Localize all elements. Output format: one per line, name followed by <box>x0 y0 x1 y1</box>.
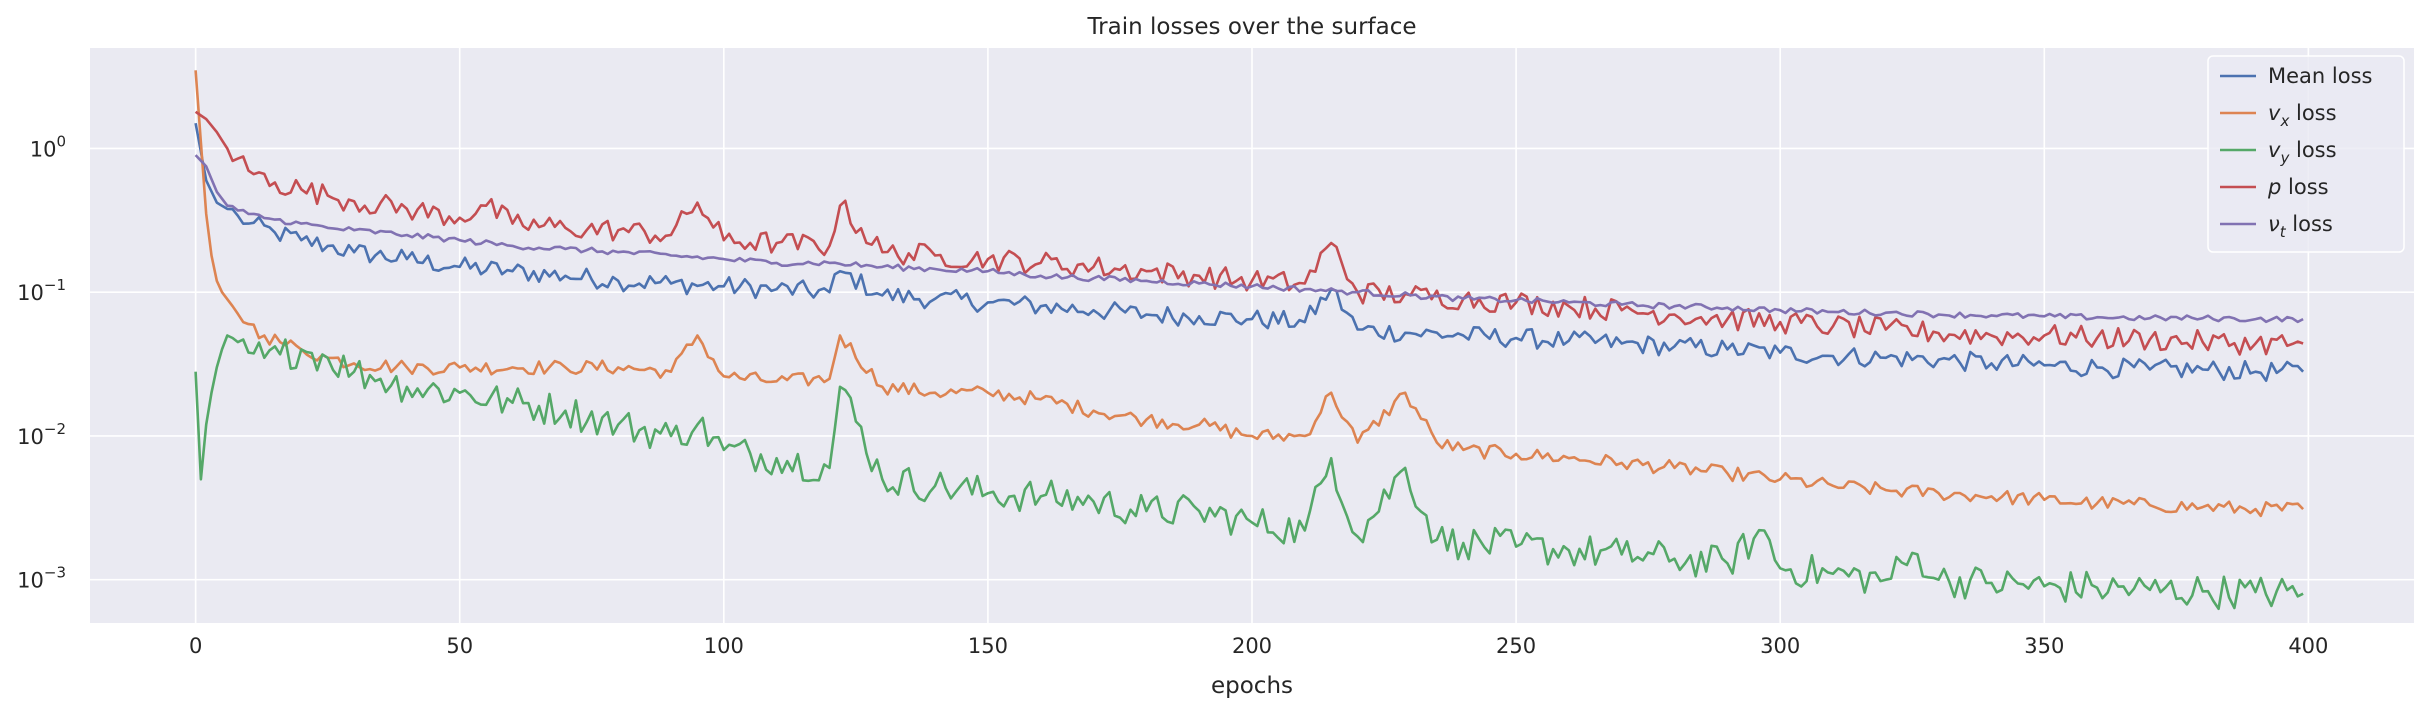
x-tick-label: 300 <box>1760 634 1800 658</box>
chart-title: Train losses over the surface <box>1086 14 1416 40</box>
x-tick-label: 400 <box>2288 634 2328 658</box>
legend-entry-2: vx loss <box>2268 101 2337 130</box>
legend-suffix: loss <box>2281 175 2328 199</box>
y-tick-exponent: −3 <box>44 564 66 582</box>
legend-symbol: p <box>2267 175 2281 199</box>
x-tick-label: 200 <box>1232 634 1272 658</box>
y-tick-base: 10 <box>17 569 44 593</box>
y-tick-base: 10 <box>17 281 44 305</box>
y-tick-label: 10−2 <box>17 420 66 449</box>
y-tick-label: 100 <box>30 132 66 161</box>
y-tick-exponent: −2 <box>44 420 66 438</box>
legend-suffix: loss <box>2289 101 2336 125</box>
y-tick-label: 10−1 <box>17 276 66 305</box>
x-tick-label: 250 <box>1496 634 1536 658</box>
x-tick-label: 50 <box>446 634 473 658</box>
legend-suffix: loss <box>2289 138 2336 162</box>
series-layer <box>194 70 2305 611</box>
legend-subscript: x <box>2279 112 2289 130</box>
x-axis-label: epochs <box>1211 673 1293 699</box>
series-line-5 <box>194 154 2304 324</box>
legend-subscript: t <box>2280 223 2287 241</box>
y-tick-base: 10 <box>17 425 44 449</box>
legend-box <box>2207 55 2405 253</box>
legend-symbol: v <box>2268 101 2281 125</box>
legend-label: Mean loss <box>2268 64 2372 88</box>
x-axis-ticks: 0 50 100 150 200 250 300 350 400 <box>189 634 2328 658</box>
series-line-4 <box>194 110 2304 356</box>
legend-entry-3: vy loss <box>2268 138 2337 167</box>
legend-symbol: v <box>2268 138 2281 162</box>
legend-subscript: y <box>2279 149 2290 167</box>
legend-symbol: ν <box>2268 212 2280 236</box>
x-tick-label: 0 <box>189 634 202 658</box>
legend-suffix: loss <box>2286 212 2333 236</box>
y-tick-exponent: 0 <box>56 132 66 150</box>
series-line-3 <box>194 334 2304 611</box>
legend-entry-1: Mean loss <box>2268 64 2372 88</box>
legend-entry-5: νt loss <box>2268 212 2333 241</box>
y-tick-label: 10−3 <box>17 564 66 593</box>
y-tick-base: 10 <box>30 137 57 161</box>
series-line-1 <box>194 122 2305 383</box>
x-tick-label: 150 <box>968 634 1008 658</box>
series-line-2 <box>194 70 2305 518</box>
legend-entry-4: p loss <box>2267 175 2329 199</box>
x-tick-label: 350 <box>2024 634 2064 658</box>
x-tick-label: 100 <box>704 634 744 658</box>
y-tick-exponent: −1 <box>44 276 66 294</box>
